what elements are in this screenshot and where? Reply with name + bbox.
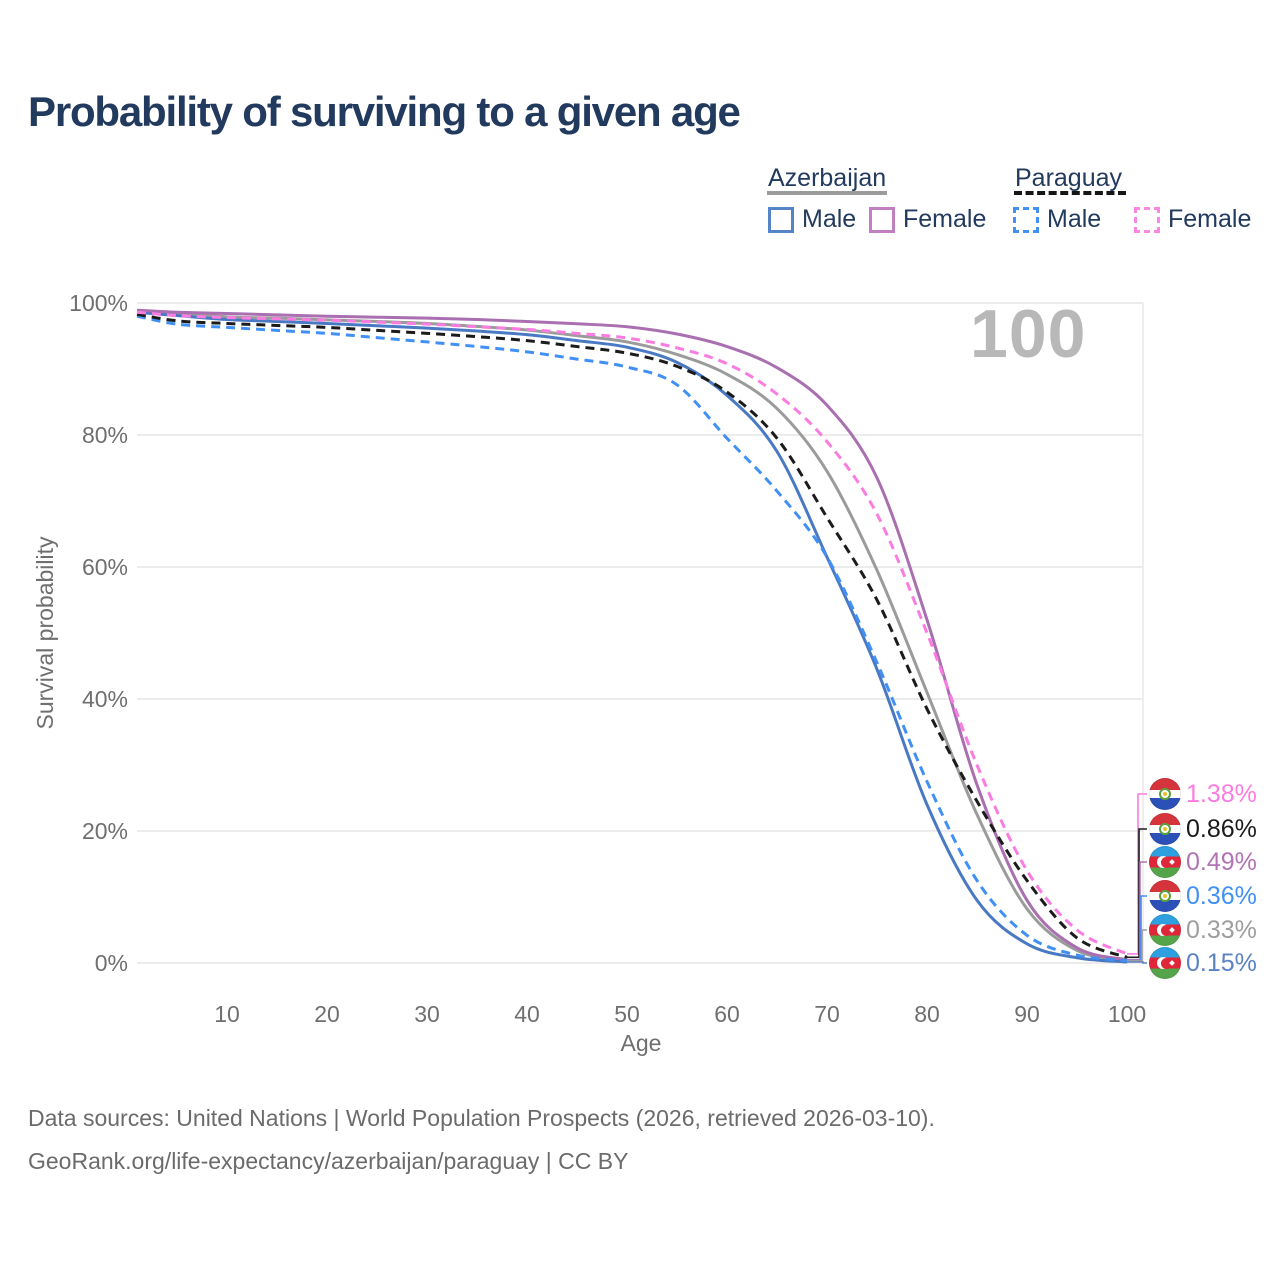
series-end-value-label: 0.33% <box>1186 916 1257 944</box>
x-tick-100: 100 <box>1107 1001 1147 1027</box>
legend-paraguay-line-sample <box>1014 191 1126 195</box>
legend-group-paraguay-label[interactable]: Paraguay <box>1015 164 1123 192</box>
paraguay-flag-icon <box>1149 813 1181 845</box>
x-tick-80: 80 <box>914 1001 940 1027</box>
curve-paraguay-male <box>136 314 1128 963</box>
curve-paraguay-female <box>136 310 1128 956</box>
x-tick-20: 20 <box>314 1001 340 1027</box>
page-title: Probability of surviving to a given age <box>28 88 741 135</box>
legend-item-paraguay-male[interactable]: Male <box>1013 205 1101 234</box>
x-tick-60: 60 <box>714 1001 740 1027</box>
x-tick-30: 30 <box>414 1001 440 1027</box>
legend-group-azerbaijan-label[interactable]: Azerbaijan <box>768 164 887 192</box>
y-tick-20%: 20% <box>81 818 128 844</box>
hovered-age-watermark: 100 <box>970 296 1087 372</box>
x-tick-40: 40 <box>514 1001 540 1027</box>
legend-item-azerbaijan-male[interactable]: Male <box>768 205 856 234</box>
azerbaijan-female-swatch-icon <box>869 206 895 233</box>
y-tick-80%: 80% <box>81 422 128 448</box>
azerbaijan-flag-icon <box>1149 947 1181 979</box>
legend-item-paraguay-female[interactable]: Female <box>1134 205 1251 234</box>
x-tick-10: 10 <box>214 1001 240 1027</box>
data-sources-text: Data sources: United Nations | World Pop… <box>28 1105 935 1131</box>
callout-leader-line <box>1127 961 1147 964</box>
azerbaijan-flag-icon <box>1149 914 1181 946</box>
azerbaijan-male-swatch-icon <box>768 206 794 233</box>
curve-paraguay-both <box>136 312 1128 959</box>
x-tick-50: 50 <box>614 1001 640 1027</box>
curve-azerbaijan-both <box>136 309 1128 963</box>
callout-leader-line <box>1127 861 1147 961</box>
attribution-url-text: GeoRank.org/life-expectancy/azerbaijan/p… <box>28 1148 629 1174</box>
paraguay-flag-icon <box>1149 778 1181 810</box>
callout-leader-line <box>1127 929 1147 962</box>
x-axis-title: Age <box>620 1030 662 1056</box>
series-end-value-label: 1.38% <box>1186 780 1257 808</box>
callout-leader-line <box>1127 895 1147 962</box>
y-tick-40%: 40% <box>81 686 128 712</box>
legend-item-label: Male <box>802 205 857 233</box>
series-end-value-label: 0.15% <box>1186 949 1257 977</box>
legend-item-label: Female <box>903 205 987 233</box>
y-axis-title: Survival probability <box>32 536 58 730</box>
y-tick-0%: 0% <box>94 950 128 976</box>
azerbaijan-flag-icon <box>1149 846 1181 878</box>
y-tick-100%: 100% <box>69 290 128 316</box>
series-end-value-label: 0.36% <box>1186 882 1257 910</box>
paraguay-male-swatch-icon <box>1013 206 1039 233</box>
paraguay-flag-icon <box>1149 880 1181 912</box>
series-end-value-label: 0.49% <box>1186 848 1257 876</box>
series-end-value-label: 0.86% <box>1186 815 1257 843</box>
x-tick-70: 70 <box>814 1001 840 1027</box>
x-tick-90: 90 <box>1014 1001 1040 1027</box>
legend-item-label: Male <box>1047 205 1102 233</box>
legend-item-azerbaijan-female[interactable]: Female <box>869 205 986 234</box>
legend-item-label: Female <box>1168 205 1252 233</box>
paraguay-female-swatch-icon <box>1134 206 1160 233</box>
curve-azerbaijan-male <box>136 310 1128 964</box>
callout-leader-line <box>1127 793 1147 955</box>
callout-leader-line <box>1127 828 1147 959</box>
y-tick-60%: 60% <box>81 554 128 580</box>
legend-azerbaijan-line-sample <box>767 191 887 195</box>
curve-azerbaijan-female <box>136 308 1128 962</box>
